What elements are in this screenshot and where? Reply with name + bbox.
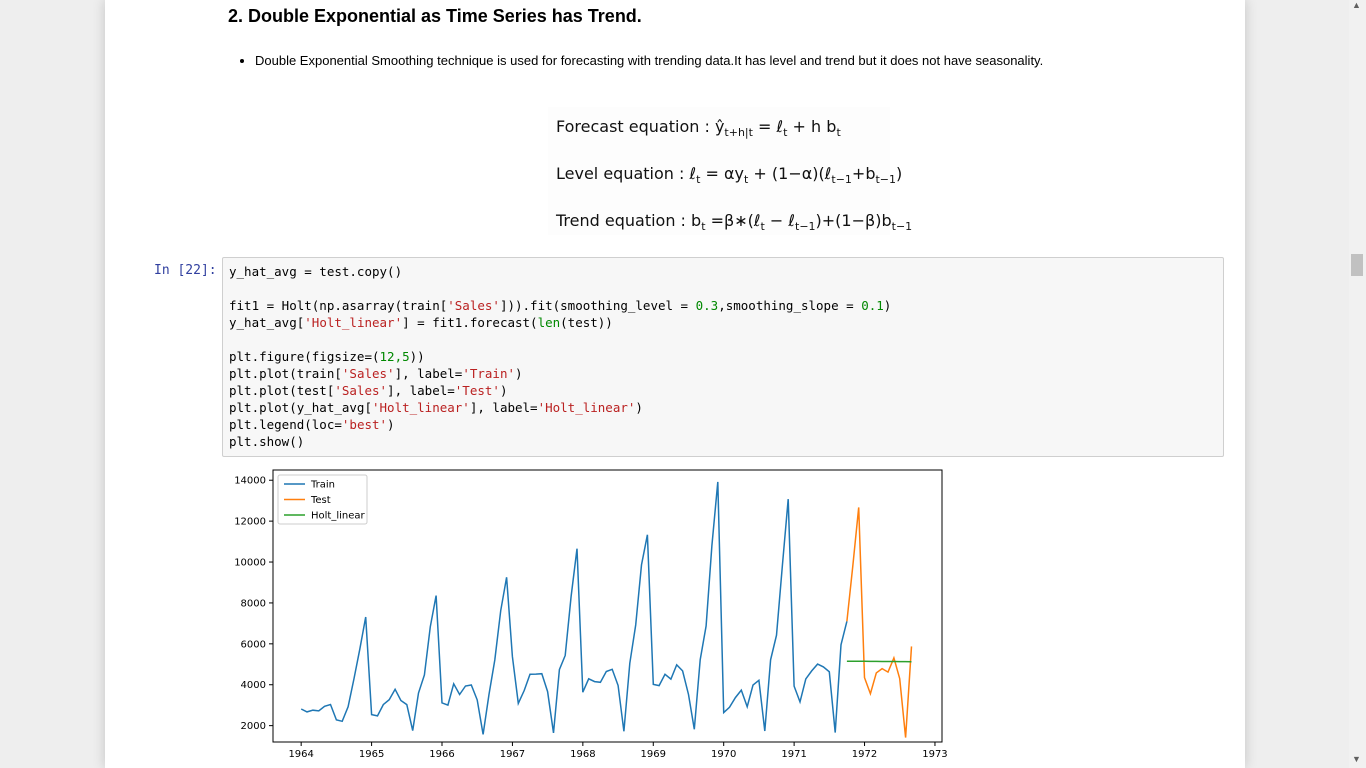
y-tick-label: 10000 [234,558,266,569]
code-line: plt.show() [229,434,305,449]
x-tick-label: 1965 [359,749,384,760]
x-tick-label: 1966 [429,749,454,760]
formula-image: Forecast equation : ŷt+h|t = ℓt + h bt L… [548,107,912,235]
legend-label: Holt_linear [311,511,366,522]
y-tick-label: 2000 [241,721,266,732]
bullet-item: Double Exponential Smoothing technique i… [255,53,1155,68]
x-tick-label: 1964 [288,749,313,760]
forecast-equation: Forecast equation : ŷt+h|t = ℓt + h bt [556,117,841,140]
bullet-list: Double Exponential Smoothing technique i… [240,53,1155,68]
plot-area [272,469,943,743]
legend-box [277,474,368,525]
series-line-train [300,481,848,735]
trend-equation: Trend equation : bt =β∗(ℓt − ℓt−1)+(1−β)… [556,211,913,234]
x-tick-label: 1969 [641,749,666,760]
code-line: plt.plot(train['Sales'], label='Train') [229,366,523,381]
code-line: plt.plot(test['Sales'], label='Test') [229,383,508,398]
x-tick-label: 1973 [922,749,947,760]
y-tick-label: 8000 [241,598,266,609]
code-line: plt.legend(loc='best') [229,417,395,432]
scroll-up-arrow-icon[interactable]: ▲ [1352,0,1361,10]
code-line: y_hat_avg['Holt_linear'] = fit1.forecast… [229,315,613,330]
x-tick-label: 1968 [570,749,595,760]
scrollbar-track[interactable] [1349,0,1366,768]
series-line-holt-linear [846,660,912,663]
scrollbar-thumb[interactable] [1351,254,1363,276]
y-tick-label: 4000 [241,680,266,691]
x-tick-label: 1967 [500,749,525,760]
code-line: plt.figure(figsize=(12,5)) [229,349,425,364]
code-editor[interactable]: y_hat_avg = test.copy() fit1 = Holt(np.as… [223,258,1223,455]
x-tick-label: 1970 [711,749,736,760]
x-tick-label: 1971 [781,749,806,760]
code-line: y_hat_avg = test.copy() [229,264,403,279]
legend-label: Test [310,495,331,506]
code-line: plt.plot(y_hat_avg['Holt_linear'], label… [229,400,643,415]
legend-label: Train [310,480,335,491]
y-tick-label: 12000 [234,517,266,528]
code-cell[interactable]: y_hat_avg = test.copy() fit1 = Holt(np.as… [222,257,1224,457]
section-heading: 2. Double Exponential as Time Series has… [228,6,642,26]
series-line-test [846,507,913,738]
y-tick-label: 14000 [234,476,266,487]
scroll-down-arrow-icon[interactable]: ▼ [1352,754,1361,764]
line-chart: 1964 1965 1966 1967 1968 1969 1970 1971 1972 1973… [234,469,948,760]
code-line: fit1 = Holt(np.asarray(train['Sales'])).… [229,298,892,313]
cell-prompt: In [22]: [154,263,217,278]
x-tick-label: 1972 [852,749,877,760]
y-tick-label: 6000 [241,639,266,650]
level-equation: Level equation : ℓt = αyt + (1−α)(ℓt−1+b… [556,164,903,187]
